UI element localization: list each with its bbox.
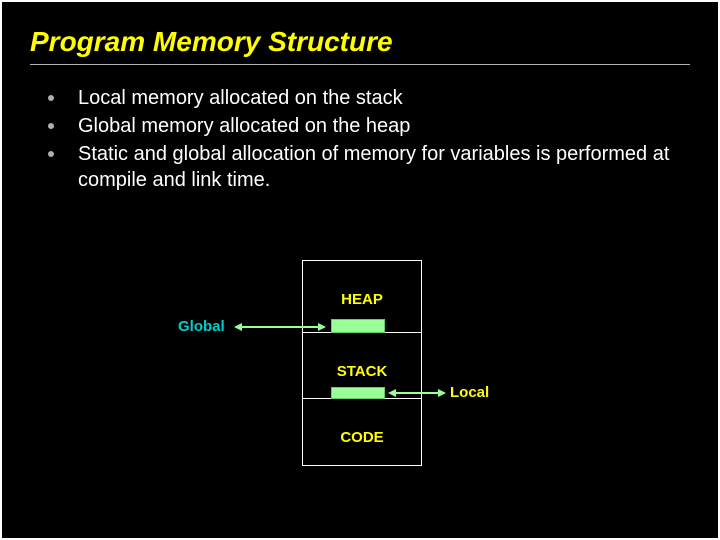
memory-box: HEAP STACK CODE [302,260,422,466]
bullet-item: Static and global allocation of memory f… [42,141,690,193]
bullet-item: Global memory allocated on the heap [42,113,690,139]
bullet-list: Local memory allocated on the stack Glob… [30,85,690,193]
segment-stack: STACK [303,333,421,399]
global-label: Global [178,318,225,335]
local-label: Local [450,384,489,401]
stack-fill [331,387,385,399]
heap-fill [331,319,385,333]
slide-title: Program Memory Structure [30,26,690,65]
stack-label: STACK [337,363,388,380]
arrow-local [394,392,440,394]
segment-code: CODE [303,399,421,465]
arrow-global [240,326,320,328]
heap-label: HEAP [341,291,383,308]
bullet-item: Local memory allocated on the stack [42,85,690,111]
slide: Program Memory Structure Local memory al… [0,0,720,540]
memory-diagram: HEAP STACK CODE Global Local [2,230,718,510]
code-label: CODE [340,429,383,446]
